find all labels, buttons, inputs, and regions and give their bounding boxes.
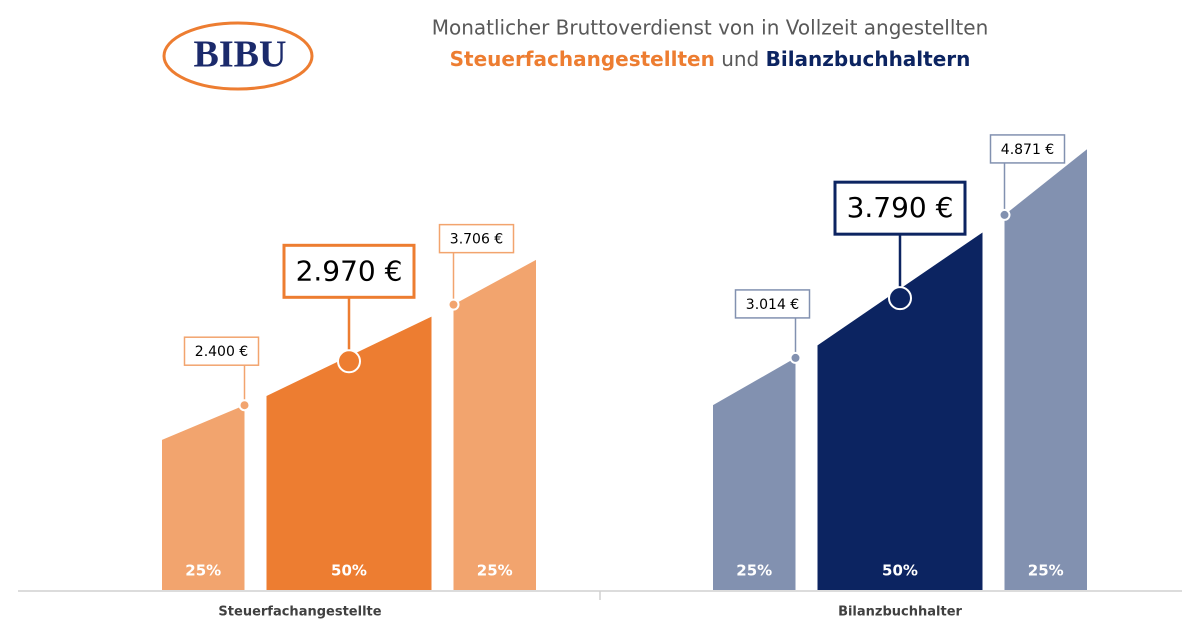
- value-box: [833, 180, 967, 236]
- value-box: [282, 243, 416, 299]
- share-label: 25%: [477, 562, 513, 580]
- chart-subtitle: Steuerfachangestellten und Bilanzbuchhal…: [450, 47, 971, 71]
- share-label: 25%: [1028, 562, 1064, 580]
- value-box: [183, 336, 260, 366]
- share-label: 25%: [736, 562, 772, 580]
- value-label: 2.970 €: [296, 254, 403, 287]
- value-box: [438, 223, 515, 254]
- value-label: 4.871 €: [1001, 142, 1054, 158]
- share-label: 25%: [185, 562, 221, 580]
- bar-segment: [1004, 149, 1087, 590]
- subtitle-part: Bilanzbuchhaltern: [766, 47, 971, 71]
- value-label: 3.014 €: [746, 297, 799, 313]
- share-label: 50%: [331, 562, 367, 580]
- value-dot: [337, 349, 361, 374]
- value-label: 2.400 €: [195, 344, 248, 360]
- bar-segment: [266, 316, 432, 590]
- value-dot: [789, 351, 802, 364]
- value-dot: [888, 286, 912, 311]
- chart-title: Monatlicher Bruttoverdienst von in Vollz…: [432, 16, 989, 40]
- value-dot: [447, 298, 460, 311]
- value-dot: [238, 399, 251, 412]
- logo: BIBU: [194, 34, 287, 76]
- subtitle-part: und: [721, 47, 759, 71]
- bar-segment: [713, 357, 796, 590]
- subtitle-part: Steuerfachangestellten: [450, 47, 715, 71]
- value-dot: [998, 208, 1011, 221]
- logo-ring: [162, 21, 314, 91]
- bar-segment: [453, 259, 536, 590]
- value-label: 3.790 €: [847, 191, 954, 224]
- x-tick-label: Bilanzbuchhalter: [838, 605, 962, 620]
- share-label: 50%: [882, 562, 918, 580]
- value-box: [989, 134, 1066, 164]
- value-label: 3.706 €: [450, 232, 503, 248]
- bar-segment: [162, 405, 245, 590]
- x-tick-label: Steuerfachangestellte: [218, 605, 381, 620]
- value-box: [734, 289, 811, 319]
- bar-segment: [817, 232, 983, 590]
